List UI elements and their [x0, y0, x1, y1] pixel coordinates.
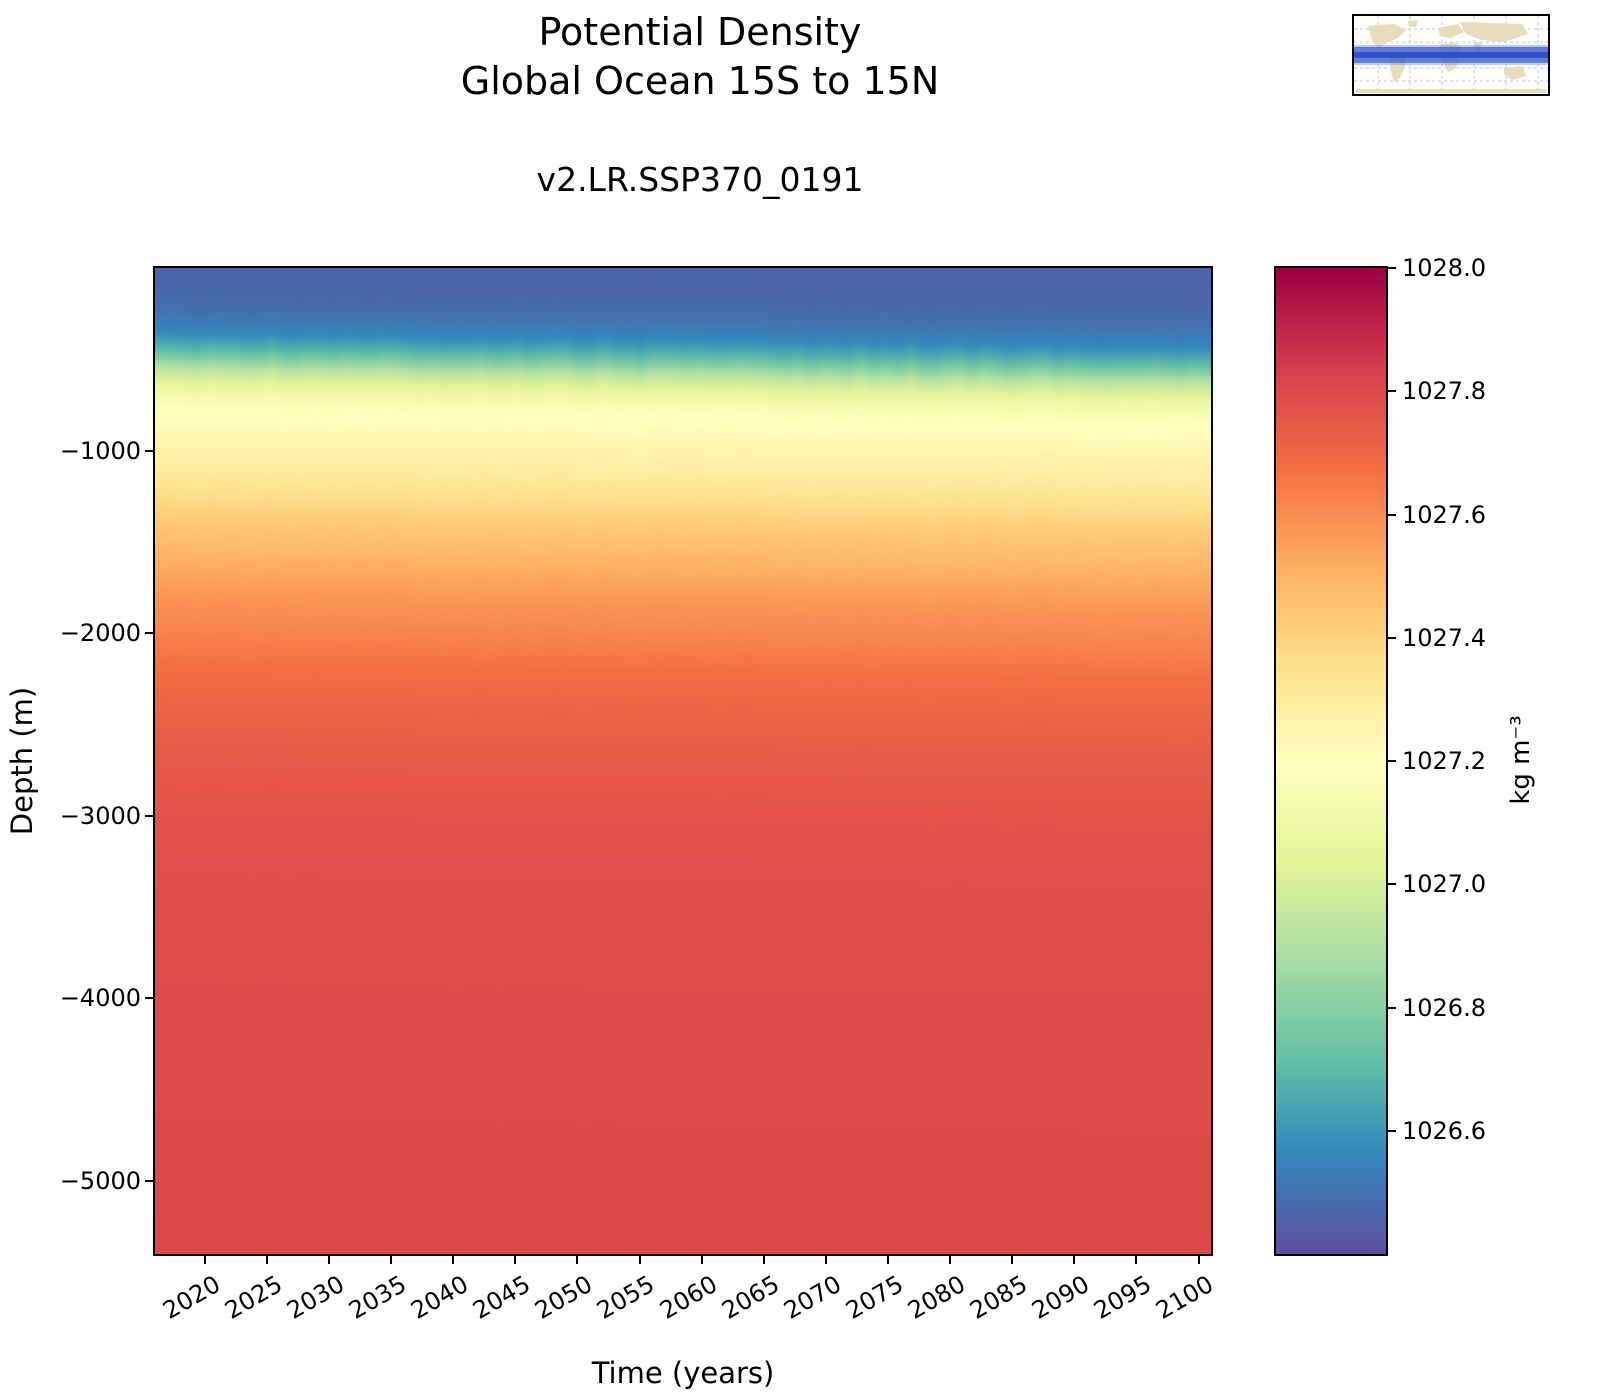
x-tick-label: 2050 [530, 1270, 598, 1325]
figure-subtitle: v2.LR.SSP370_0191 [536, 160, 864, 200]
x-tick-mark [1135, 1256, 1138, 1264]
x-tick-mark [762, 1256, 765, 1264]
heatmap-canvas [155, 268, 1211, 1254]
colorbar-tick-mark [1388, 1006, 1396, 1009]
x-tick-mark [1197, 1256, 1200, 1264]
colorbar-tick-label: 1027.6 [1402, 500, 1486, 529]
x-tick-label: 2075 [841, 1270, 908, 1325]
x-tick-mark [327, 1256, 330, 1264]
x-tick-mark [265, 1256, 268, 1264]
colorbar-tick-mark [1388, 1129, 1396, 1132]
x-tick-label: 2060 [654, 1270, 722, 1325]
x-tick-mark [1073, 1256, 1076, 1264]
x-tick-label: 2070 [778, 1270, 846, 1325]
colorbar-tick-label: 1027.2 [1402, 747, 1486, 775]
x-tick-label: 2035 [344, 1270, 412, 1325]
colorbar-canvas [1276, 268, 1386, 1254]
colorbar-tick-mark [1388, 636, 1396, 639]
x-tick-label: 2085 [965, 1270, 1033, 1325]
y-tick-mark [145, 814, 153, 817]
y-tick-mark [145, 1179, 153, 1182]
colorbar-label: kg m⁻³ [1506, 715, 1536, 805]
x-tick-mark [824, 1256, 827, 1264]
x-tick-label: 2025 [219, 1270, 287, 1325]
region-inset-map [1352, 14, 1550, 96]
colorbar-tick-label: 1028.0 [1402, 254, 1486, 282]
x-tick-label: 2065 [716, 1270, 784, 1325]
y-tick-mark [145, 449, 153, 452]
figure-title-line2: Global Ocean 15S to 15N [460, 58, 940, 103]
y-tick-label: −1000 [59, 436, 141, 465]
x-tick-label: 2030 [282, 1270, 349, 1325]
colorbar-tick-label: 1026.6 [1402, 1116, 1486, 1145]
y-tick-mark [145, 997, 153, 1000]
colorbar-tick-mark [1388, 513, 1396, 516]
x-tick-label: 2055 [592, 1270, 660, 1325]
x-tick-label: 2020 [157, 1270, 225, 1325]
colorbar-tick-mark [1388, 390, 1396, 393]
y-tick-label: −2000 [59, 619, 141, 648]
colorbar [1274, 266, 1388, 1256]
title-block: Potential Density Global Ocean 15S to 15… [0, 8, 1400, 199]
colorbar-tick-mark [1388, 760, 1396, 762]
x-tick-mark [700, 1256, 703, 1264]
x-tick-mark [886, 1256, 889, 1264]
x-tick-mark [203, 1256, 206, 1264]
x-tick-label: 2080 [903, 1270, 971, 1325]
y-tick-label: −5000 [59, 1166, 141, 1195]
x-tick-mark [452, 1256, 455, 1264]
x-tick-label: 2095 [1089, 1270, 1157, 1325]
x-tick-mark [638, 1256, 641, 1264]
x-tick-label: 2090 [1027, 1270, 1095, 1325]
plot-area [153, 266, 1213, 1256]
colorbar-tick-mark [1388, 267, 1396, 269]
colorbar-tick-mark [1388, 883, 1396, 886]
latitude-band-core [1354, 52, 1548, 58]
x-tick-mark [949, 1256, 952, 1264]
colorbar-tick-label: 1027.0 [1402, 870, 1486, 899]
y-tick-label: −3000 [59, 801, 141, 830]
x-tick-mark [390, 1256, 393, 1264]
colorbar-tick-label: 1026.8 [1402, 993, 1486, 1022]
figure-title-line1: Potential Density [538, 10, 862, 54]
x-tick-label: 2045 [468, 1270, 536, 1325]
x-tick-label: 2100 [1151, 1270, 1219, 1325]
continent-shapes [1356, 20, 1546, 93]
colorbar-tick-label: 1027.8 [1402, 377, 1486, 406]
latitude-band-fringe-top [1354, 45, 1548, 48]
x-axis-label: Time (years) [591, 1356, 775, 1390]
x-tick-label: 2040 [406, 1270, 474, 1325]
x-tick-mark [514, 1256, 517, 1264]
latitude-band-fringe-bottom [1354, 62, 1548, 65]
colorbar-tick-label: 1027.4 [1402, 623, 1486, 652]
x-tick-mark [1011, 1256, 1014, 1264]
y-tick-mark [145, 632, 153, 635]
y-tick-label: −4000 [59, 984, 141, 1013]
x-tick-mark [576, 1256, 579, 1264]
